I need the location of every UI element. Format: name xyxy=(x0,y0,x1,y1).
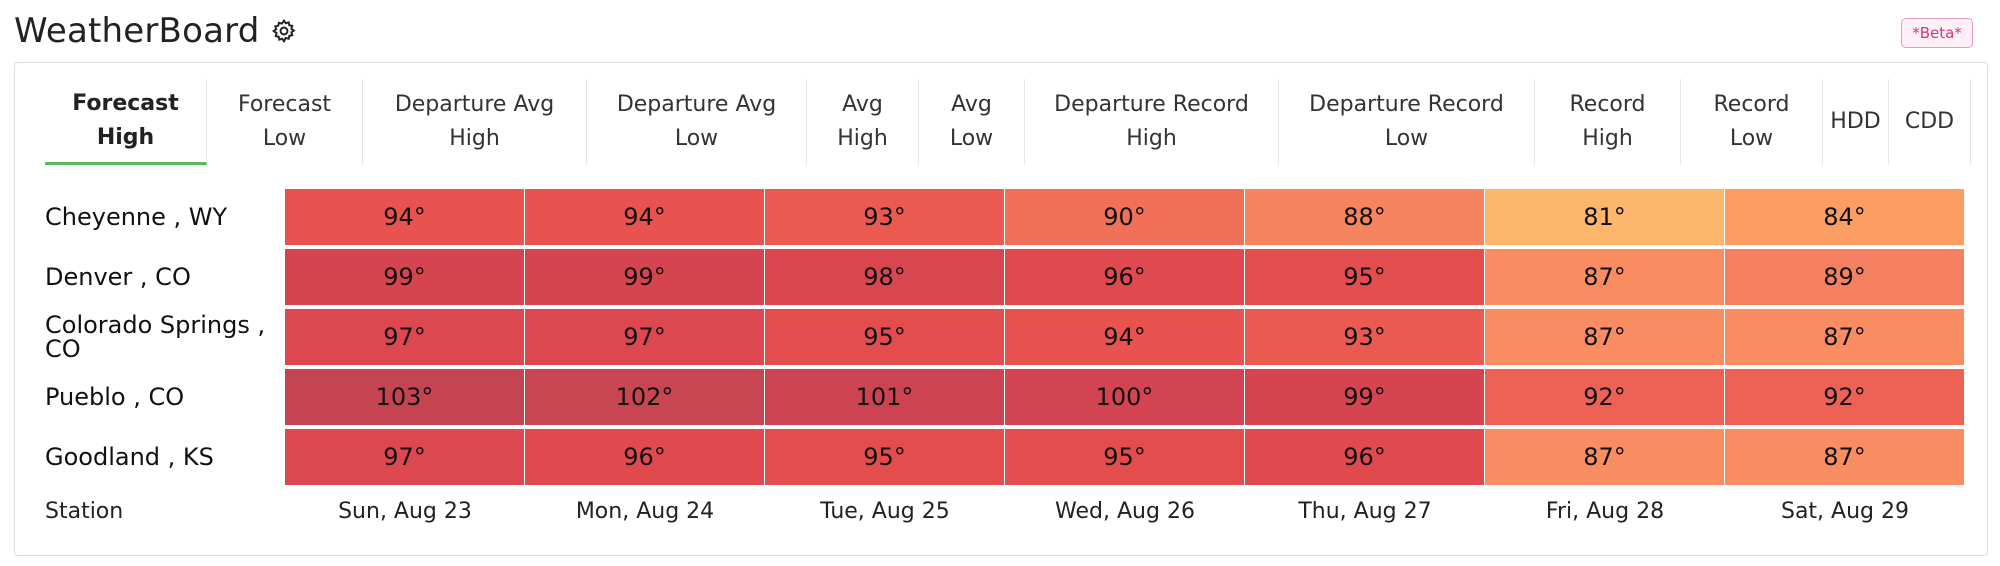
tab-departure-avg-low[interactable]: Departure Avg Low xyxy=(587,79,807,165)
date-label: Sun, Aug 23 xyxy=(338,498,472,524)
temperature-cell: 87° xyxy=(1725,429,1964,485)
date-axis: Station Sun, Aug 23 Mon, Aug 24 Tue, Aug 25… xyxy=(45,491,1971,531)
temperature-cell: 95° xyxy=(1245,249,1484,305)
tab-cdd[interactable]: CDD xyxy=(1889,79,1971,165)
temperature-cell: 103° xyxy=(285,369,524,425)
temperature-cell: 87° xyxy=(1725,309,1964,365)
beta-badge: *Beta* xyxy=(1901,18,1973,48)
tab-record-low[interactable]: Record Low xyxy=(1681,79,1823,165)
temperature-cell: 99° xyxy=(285,249,524,305)
temperature-cell: 87° xyxy=(1485,429,1724,485)
date-label: Mon, Aug 24 xyxy=(575,498,715,524)
weather-card: Forecast High Forecast Low Departure Avg H… xyxy=(14,62,1988,556)
metric-tabs: Forecast High Forecast Low Departure Avg H… xyxy=(45,79,1971,165)
table-row: Colorado Springs , CO 97° 97° 95° 94° 93° 87° 8… xyxy=(45,309,1971,365)
station-name: Colorado Springs , CO xyxy=(45,311,266,363)
temperature-cell: 81° xyxy=(1485,189,1724,245)
temperature-cell: 99° xyxy=(1245,369,1484,425)
tab-forecast-low[interactable]: Forecast Low xyxy=(207,79,363,165)
table-row: Denver , CO 99° 99° 98° 96° 95° 87° 89° xyxy=(45,249,1971,305)
app-title: WeatherBoard xyxy=(14,11,260,51)
tab-hdd[interactable]: HDD xyxy=(1823,79,1889,165)
station-name: Goodland , KS xyxy=(45,443,214,471)
temperature-cell: 95° xyxy=(765,429,1004,485)
table-row: Pueblo , CO 103° 102° 101° 100° 99° 92° 92° xyxy=(45,369,1971,425)
gear-icon[interactable] xyxy=(271,18,297,44)
app-header: WeatherBoard xyxy=(14,8,297,54)
temperature-cell: 89° xyxy=(1725,249,1964,305)
temperature-cell: 92° xyxy=(1725,369,1964,425)
date-label: Wed, Aug 26 xyxy=(1055,498,1195,524)
date-label: Thu, Aug 27 xyxy=(1298,498,1432,524)
temperature-cell: 94° xyxy=(1005,309,1244,365)
temperature-cell: 92° xyxy=(1485,369,1724,425)
date-label: Tue, Aug 25 xyxy=(820,498,950,524)
temperature-cell: 102° xyxy=(525,369,764,425)
date-label: Fri, Aug 28 xyxy=(1545,498,1665,524)
temperature-cell: 97° xyxy=(285,429,524,485)
tab-forecast-high[interactable]: Forecast High xyxy=(45,79,207,165)
temperature-cell: 88° xyxy=(1245,189,1484,245)
station-name: Cheyenne , WY xyxy=(45,203,228,231)
temperature-cell: 95° xyxy=(1005,429,1244,485)
temperature-cell: 97° xyxy=(525,309,764,365)
tab-avg-low[interactable]: Avg Low xyxy=(919,79,1025,165)
temperature-cell: 98° xyxy=(765,249,1004,305)
temperature-cell: 93° xyxy=(1245,309,1484,365)
table-row: Cheyenne , WY 94° 94° 93° 90° 88° 81° 84° xyxy=(45,189,1971,245)
tab-record-high[interactable]: Record High xyxy=(1535,79,1681,165)
temperature-cell: 94° xyxy=(525,189,764,245)
temperature-cell: 99° xyxy=(525,249,764,305)
tab-avg-high[interactable]: Avg High xyxy=(807,79,919,165)
tab-departure-avg-high[interactable]: Departure Avg High xyxy=(363,79,587,165)
temperature-cell: 87° xyxy=(1485,309,1724,365)
table-row: Goodland , KS 97° 96° 95° 95° 96° 87° 87° xyxy=(45,429,1971,485)
temperature-cell: 101° xyxy=(765,369,1004,425)
station-column-header: Station xyxy=(45,498,124,524)
temperature-cell: 93° xyxy=(765,189,1004,245)
temperature-cell: 87° xyxy=(1485,249,1724,305)
temperature-cell: 95° xyxy=(765,309,1004,365)
station-name: Pueblo , CO xyxy=(45,383,185,411)
temperature-cell: 96° xyxy=(525,429,764,485)
temperature-cell: 96° xyxy=(1245,429,1484,485)
temperature-cell: 84° xyxy=(1725,189,1964,245)
tab-departure-record-low[interactable]: Departure Record Low xyxy=(1279,79,1535,165)
date-label: Sat, Aug 29 xyxy=(1780,498,1909,524)
temperature-cell: 100° xyxy=(1005,369,1244,425)
temperature-cell: 90° xyxy=(1005,189,1244,245)
temperature-cell: 94° xyxy=(285,189,524,245)
temperature-cell: 97° xyxy=(285,309,524,365)
station-name: Denver , CO xyxy=(45,263,191,291)
temperature-cell: 96° xyxy=(1005,249,1244,305)
tab-departure-record-high[interactable]: Departure Record High xyxy=(1025,79,1279,165)
